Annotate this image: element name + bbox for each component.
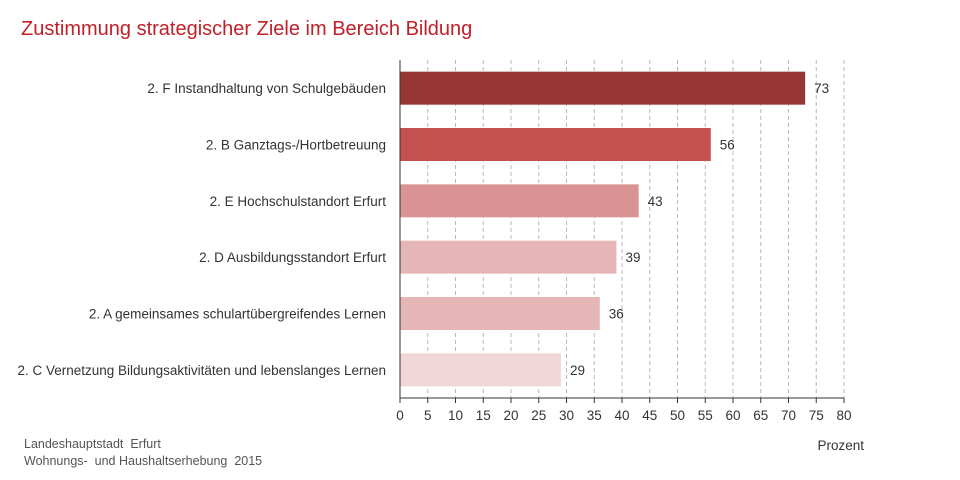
x-tick-label: 25 xyxy=(531,408,546,423)
x-tick-label: 50 xyxy=(670,408,685,423)
value-label: 73 xyxy=(814,81,829,96)
bar xyxy=(400,297,600,330)
category-label: 2. A gemeinsames schulartübergreifendes … xyxy=(89,307,386,322)
x-tick-label: 70 xyxy=(781,408,796,423)
x-tick-label: 30 xyxy=(559,408,574,423)
value-label: 39 xyxy=(625,250,640,265)
category-label: 2. D Ausbildungsstandort Erfurt xyxy=(199,250,386,265)
chart-title: Zustimmung strategischer Ziele im Bereic… xyxy=(21,18,473,40)
x-tick-label: 75 xyxy=(809,408,824,423)
category-label: 2. B Ganztags-/Hortbetreuung xyxy=(206,138,386,153)
x-tick-label: 35 xyxy=(587,408,602,423)
category-label: 2. F Instandhaltung von Schulgebäuden xyxy=(147,81,386,96)
x-tick-label: 15 xyxy=(476,408,491,423)
value-label: 29 xyxy=(570,363,585,378)
x-tick-label: 80 xyxy=(836,408,851,423)
x-tick-label: 40 xyxy=(614,408,629,423)
category-label: 2. C Vernetzung Bildungsaktivitäten und … xyxy=(17,363,386,378)
value-label: 43 xyxy=(648,194,663,209)
source-line-2: Wohnungs- und Haushaltserhebung 2015 xyxy=(24,454,263,468)
gridlines xyxy=(427,60,845,398)
value-label: 56 xyxy=(720,138,735,153)
x-tick-label: 0 xyxy=(396,408,404,423)
bar xyxy=(400,353,561,387)
x-tick-label: 5 xyxy=(424,408,432,423)
x-axis-label: Prozent xyxy=(817,438,864,453)
x-tick-label: 65 xyxy=(753,408,768,423)
x-tick-label: 10 xyxy=(448,408,463,423)
category-label: 2. E Hochschulstandort Erfurt xyxy=(210,194,387,209)
value-label: 36 xyxy=(609,307,624,322)
labels: 2. F Instandhaltung von Schulgebäuden 73 2… xyxy=(17,81,829,378)
bars xyxy=(400,71,806,387)
bar xyxy=(400,184,639,218)
source-note: Landeshauptstadt Erfurt Wohnungs- und Ha… xyxy=(24,436,262,470)
x-tick-label: 20 xyxy=(503,408,518,423)
bar xyxy=(400,128,711,161)
source-line-1: Landeshauptstadt Erfurt xyxy=(24,437,161,451)
x-tick-label: 55 xyxy=(698,408,713,423)
x-tick-label: 60 xyxy=(725,408,740,423)
bar xyxy=(400,240,617,274)
bar xyxy=(400,71,806,105)
x-tick-label: 45 xyxy=(642,408,657,423)
axes: 0 5 10 15 20 25 30 35 40 45 50 55 60 65 70 75 80 Prozent xyxy=(396,60,864,453)
